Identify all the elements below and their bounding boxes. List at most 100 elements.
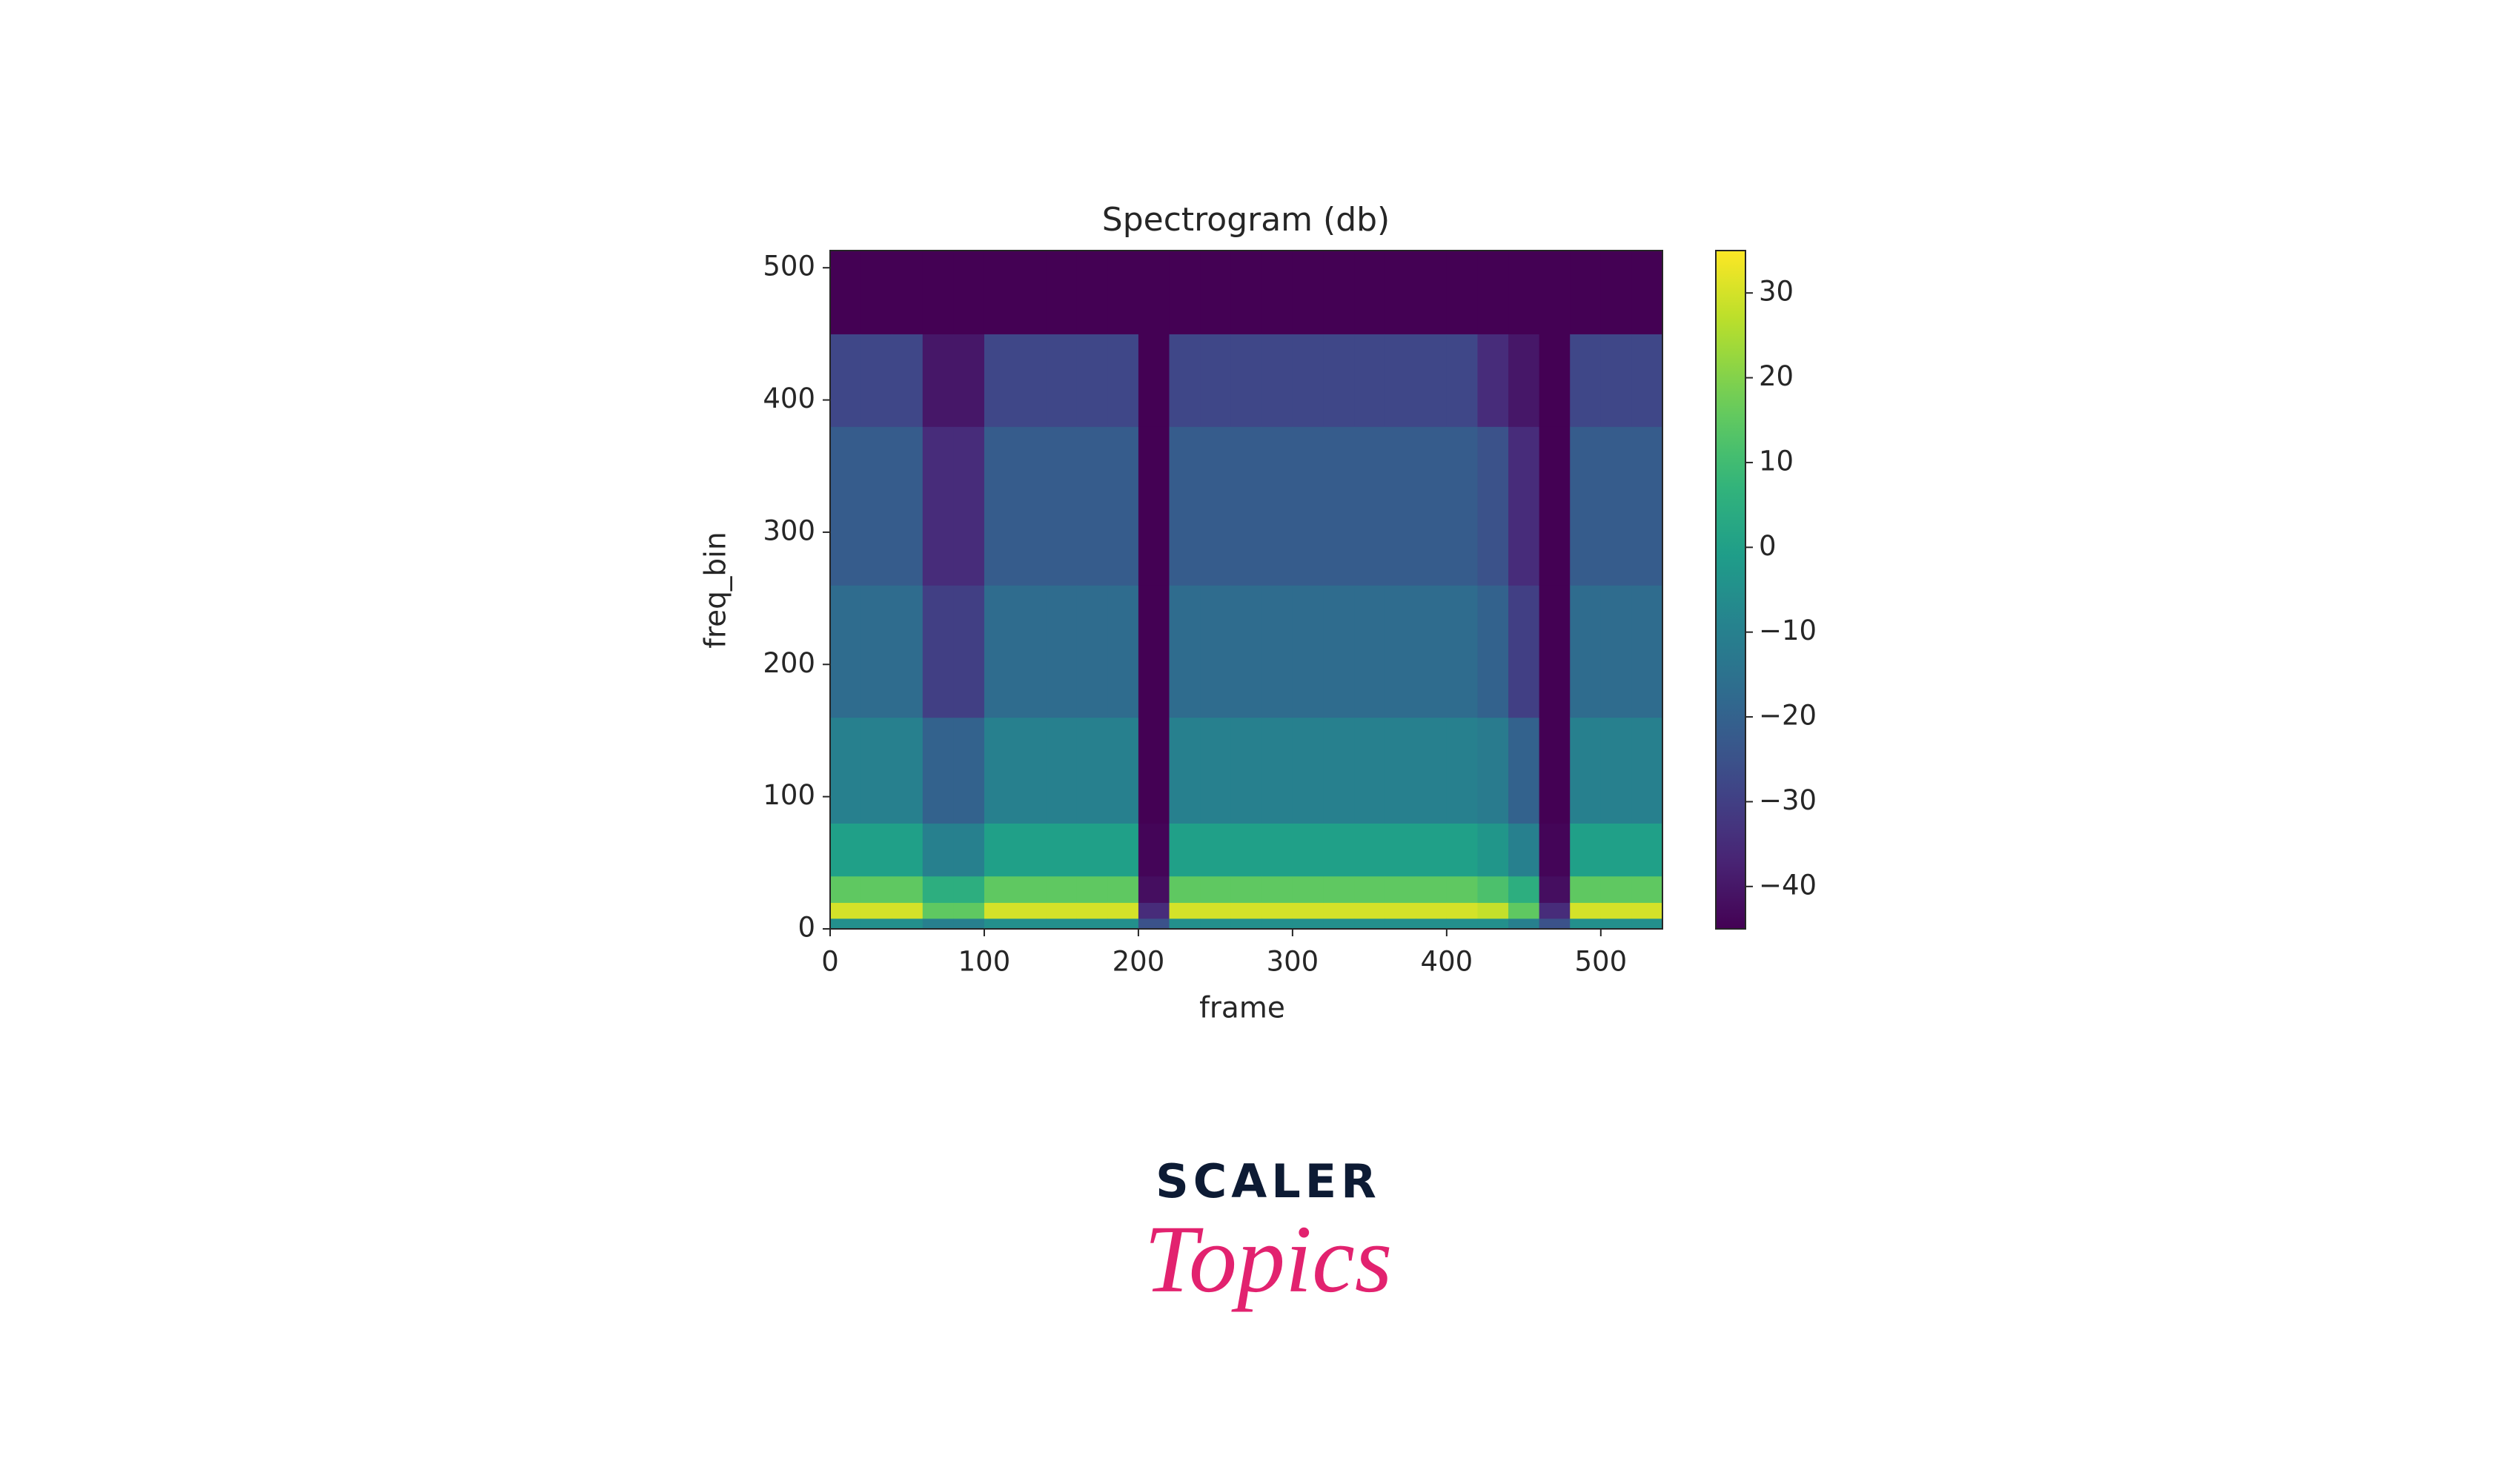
heatmap-cell bbox=[830, 251, 862, 334]
heatmap-cell bbox=[892, 823, 924, 877]
heatmap-cell bbox=[1446, 251, 1479, 334]
heatmap-cell bbox=[1107, 251, 1139, 334]
heatmap-cell bbox=[830, 585, 862, 718]
heatmap-cell bbox=[1446, 918, 1479, 930]
heatmap-cell bbox=[861, 717, 892, 824]
heatmap-cell bbox=[1046, 717, 1078, 824]
y-tick-label: 500 bbox=[763, 251, 815, 282]
heatmap-cell bbox=[1385, 585, 1416, 718]
heatmap-cell bbox=[1292, 717, 1324, 824]
heatmap-cell bbox=[1200, 902, 1232, 919]
heatmap-cell bbox=[1416, 902, 1448, 919]
y-tick-label: 200 bbox=[763, 647, 815, 679]
heatmap-cell bbox=[1570, 902, 1602, 919]
heatmap-cell bbox=[1539, 902, 1571, 919]
heatmap-cell bbox=[1477, 585, 1509, 718]
heatmap-cell bbox=[1631, 251, 1663, 334]
heatmap-cell bbox=[1416, 918, 1448, 930]
heatmap-cell bbox=[1600, 823, 1633, 877]
x-axis-label: frame bbox=[1199, 992, 1285, 1025]
heatmap-cell bbox=[953, 918, 985, 930]
heatmap-cell bbox=[1539, 875, 1571, 903]
heatmap-cell bbox=[1046, 334, 1078, 427]
heatmap-cell bbox=[984, 902, 1016, 919]
heatmap-cell bbox=[1138, 902, 1170, 919]
y-tick-label: 400 bbox=[763, 383, 815, 414]
heatmap-cell bbox=[1200, 426, 1232, 586]
heatmap-cell bbox=[861, 585, 892, 718]
heatmap-cell bbox=[953, 717, 985, 824]
heatmap-cell bbox=[1138, 918, 1170, 930]
heatmap-cell bbox=[1200, 875, 1232, 903]
heatmap-cell bbox=[1292, 902, 1324, 919]
colorbar-tick-label: −40 bbox=[1759, 869, 1817, 901]
heatmap-cell bbox=[1200, 823, 1232, 877]
heatmap-cell bbox=[984, 717, 1016, 824]
heatmap-cell bbox=[1600, 426, 1633, 586]
colorbar-tick-label: −30 bbox=[1759, 784, 1817, 816]
heatmap-cell bbox=[1292, 334, 1324, 427]
heatmap-cell bbox=[1107, 334, 1139, 427]
heatmap-cell bbox=[1015, 334, 1047, 427]
heatmap-cell bbox=[1385, 717, 1416, 824]
heatmap-cell bbox=[1477, 426, 1509, 586]
heatmap-cell bbox=[1323, 823, 1355, 877]
y-tick-label: 0 bbox=[798, 912, 815, 944]
heatmap-cell bbox=[1446, 334, 1479, 427]
heatmap-cell bbox=[1046, 918, 1078, 930]
heatmap-cell bbox=[1446, 426, 1479, 586]
heatmap-cell bbox=[1354, 902, 1386, 919]
heatmap-cell bbox=[1508, 902, 1540, 919]
heatmap-cell bbox=[1600, 875, 1633, 903]
heatmap-cell bbox=[1230, 875, 1262, 903]
heatmap-cell bbox=[1015, 823, 1047, 877]
heatmap-cell bbox=[892, 334, 924, 427]
heatmap-cell bbox=[1539, 585, 1571, 718]
heatmap-cell bbox=[861, 875, 892, 903]
heatmap-cell bbox=[861, 902, 892, 919]
heatmap-cell bbox=[1107, 717, 1139, 824]
heatmap-cell bbox=[1138, 334, 1170, 427]
heatmap-cell bbox=[1046, 585, 1078, 718]
heatmap-cell bbox=[1570, 875, 1602, 903]
x-tick-label: 200 bbox=[1113, 946, 1165, 978]
heatmap-cell bbox=[1385, 918, 1416, 930]
heatmap-cell bbox=[1416, 251, 1448, 334]
heatmap-cell bbox=[1385, 823, 1416, 877]
heatmap-cell bbox=[1292, 251, 1324, 334]
heatmap-cell bbox=[953, 823, 985, 877]
heatmap-cell bbox=[1323, 902, 1355, 919]
y-tick-label: 100 bbox=[763, 779, 815, 811]
colorbar-tick-label: −20 bbox=[1759, 700, 1817, 732]
heatmap-cell bbox=[1354, 251, 1386, 334]
x-tick-label: 0 bbox=[821, 946, 839, 978]
heatmap-cell bbox=[1015, 875, 1047, 903]
heatmap-cell bbox=[1385, 902, 1416, 919]
heatmap-cell bbox=[1416, 585, 1448, 718]
heatmap-cell bbox=[1200, 334, 1232, 427]
heatmap-cell bbox=[1200, 918, 1232, 930]
colorbar-tick-label: 0 bbox=[1759, 530, 1777, 562]
heatmap-cell bbox=[1477, 717, 1509, 824]
heatmap-cell bbox=[1138, 251, 1170, 334]
heatmap-cell bbox=[1354, 334, 1386, 427]
heatmap-cell bbox=[984, 334, 1016, 427]
heatmap-cell bbox=[1261, 823, 1293, 877]
heatmap-cell bbox=[1015, 918, 1047, 930]
heatmap-cell bbox=[1261, 585, 1293, 718]
heatmap-cell bbox=[1385, 251, 1416, 334]
heatmap-cell bbox=[1570, 823, 1602, 877]
heatmap-cell bbox=[953, 585, 985, 718]
heatmap-cell bbox=[1508, 426, 1540, 586]
heatmap-cell bbox=[1292, 585, 1324, 718]
heatmap-cell bbox=[1416, 875, 1448, 903]
heatmap bbox=[830, 251, 1663, 930]
heatmap-cell bbox=[953, 875, 985, 903]
heatmap-cell bbox=[830, 875, 862, 903]
heatmap-cell bbox=[861, 823, 892, 877]
heatmap-cell bbox=[1354, 875, 1386, 903]
heatmap-cell bbox=[1015, 426, 1047, 586]
heatmap-cell bbox=[953, 426, 985, 586]
heatmap-cell bbox=[1508, 585, 1540, 718]
